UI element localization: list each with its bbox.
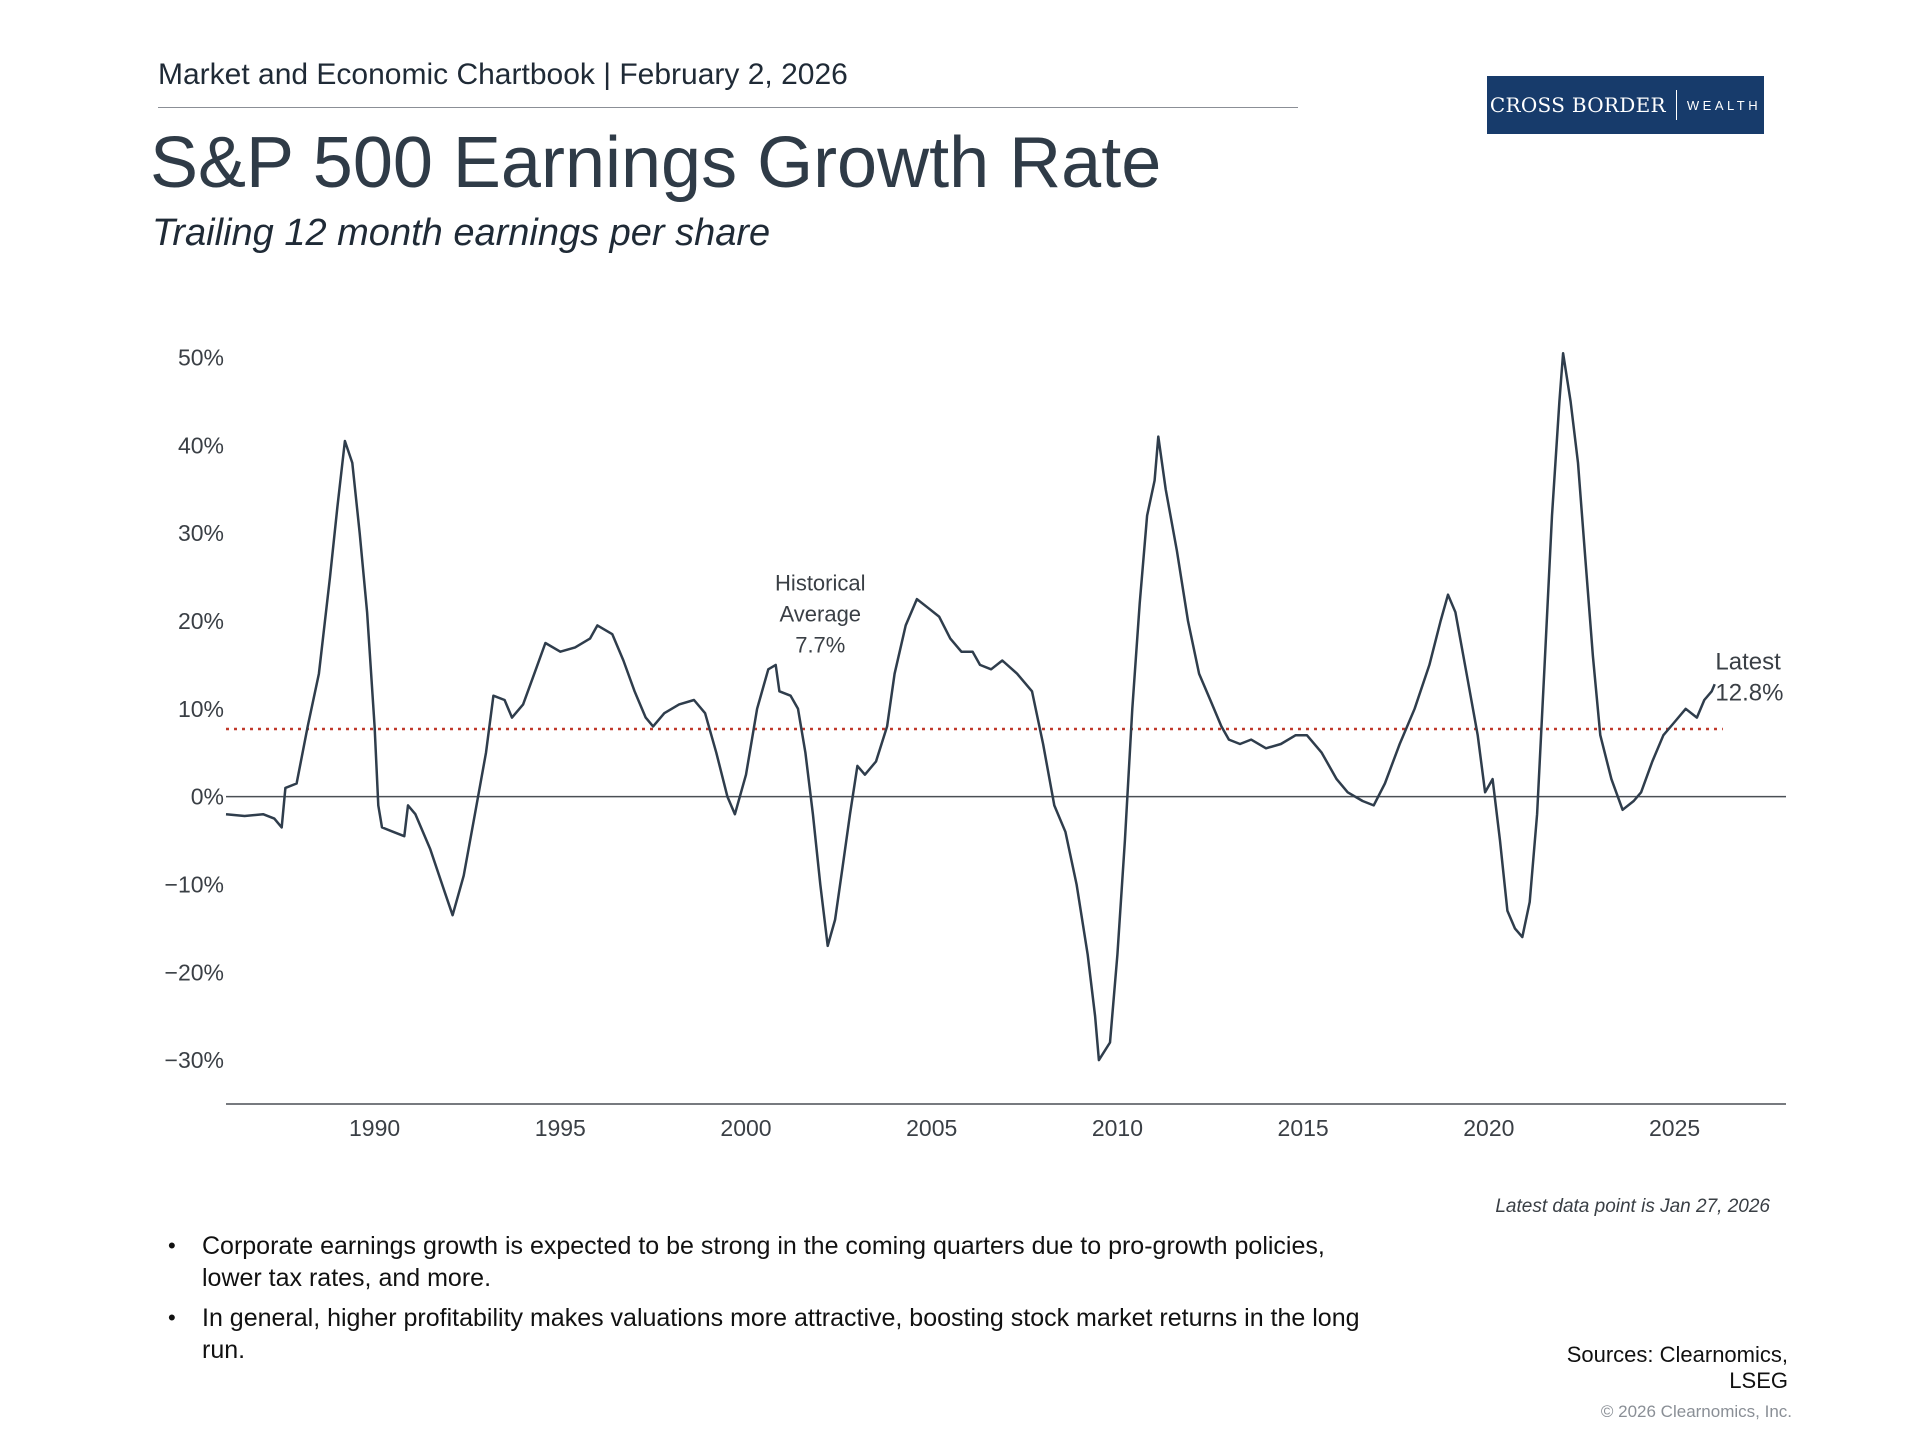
- bullet-item: • In general, higher profitability makes…: [168, 1302, 1368, 1366]
- page-subtitle: Trailing 12 month earnings per share: [152, 212, 771, 254]
- bullet-item: • Corporate earnings growth is expected …: [168, 1230, 1368, 1294]
- page-title: S&P 500 Earnings Growth Rate: [150, 123, 1162, 203]
- sources-note: Sources: Clearnomics, LSEG: [1528, 1342, 1788, 1394]
- header-divider: [158, 107, 1298, 108]
- x-tick-label: 2015: [1278, 1115, 1329, 1141]
- y-tick-label: −10%: [165, 871, 224, 897]
- chart-annotations: Historical Average 7.7% Latest 12.8%: [775, 570, 1783, 706]
- x-tick-label: 2005: [906, 1115, 957, 1141]
- x-tick-label: 2025: [1649, 1115, 1700, 1141]
- cross-border-wealth-logo: CROSS BORDER WEALTH: [1487, 76, 1764, 134]
- x-axis-tick-labels: 1990 1995 2000 2005 2010 2015 2020 2025: [349, 1115, 1700, 1141]
- y-tick-label: 50%: [178, 345, 224, 371]
- bullet-text: In general, higher profitability makes v…: [202, 1304, 1360, 1364]
- historical-average-label: 7.7%: [795, 632, 845, 657]
- y-tick-label: 20%: [178, 608, 224, 634]
- x-tick-label: 1990: [349, 1115, 400, 1141]
- y-axis-tick-labels: 50% 40% 30% 20% 10% 0% −10% −20% −30%: [165, 345, 224, 1074]
- logo-main-text: CROSS BORDER: [1489, 93, 1666, 117]
- bullet-symbol: •: [168, 1233, 176, 1258]
- y-tick-label: 0%: [191, 784, 224, 810]
- logo-sub-text: WEALTH: [1686, 97, 1762, 113]
- historical-average-label: Average: [780, 601, 862, 626]
- commentary-bullets: • Corporate earnings growth is expected …: [168, 1230, 1368, 1374]
- sources-line-1: Sources: Clearnomics,: [1566, 1342, 1788, 1367]
- latest-value-label: 12.8%: [1715, 679, 1783, 706]
- sources-line-2: LSEG: [1729, 1368, 1788, 1393]
- copyright-note: © 2026 Clearnomics, Inc.: [1600, 1402, 1792, 1421]
- logo-separator: [1675, 90, 1677, 120]
- y-tick-label: 30%: [178, 520, 224, 546]
- y-tick-label: −30%: [165, 1047, 224, 1073]
- latest-data-note: Latest data point is Jan 27, 2026: [1495, 1196, 1770, 1217]
- bullet-text: Corporate earnings growth is expected to…: [202, 1232, 1325, 1292]
- latest-value-label: Latest: [1715, 648, 1781, 675]
- chartbook-header: Market and Economic Chartbook | February…: [158, 58, 848, 91]
- y-tick-label: 40%: [178, 432, 224, 458]
- x-tick-label: 2020: [1463, 1115, 1514, 1141]
- x-tick-label: 1995: [535, 1115, 586, 1141]
- x-tick-label: 2010: [1092, 1115, 1143, 1141]
- eps-growth-series-line: [225, 351, 1716, 1062]
- x-tick-label: 2000: [720, 1115, 771, 1141]
- bullet-symbol: •: [168, 1305, 176, 1330]
- y-tick-label: 10%: [178, 696, 224, 722]
- y-tick-label: −20%: [165, 959, 224, 985]
- historical-average-label: Historical: [775, 570, 865, 595]
